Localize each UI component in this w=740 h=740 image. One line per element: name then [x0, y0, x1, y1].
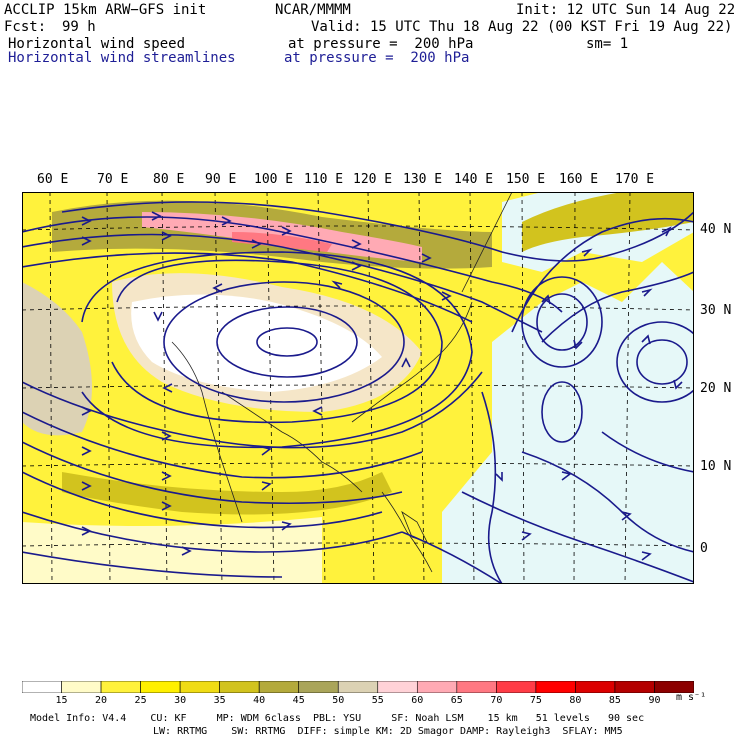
colorbar-swatch — [377, 681, 418, 693]
speed-fill-olive-east — [522, 192, 694, 252]
lon-label-110e: 110 E — [304, 172, 344, 187]
footer-physics-info: LW: RRTMG SW: RRTMG DIFF: simple KM: 2D … — [153, 726, 623, 737]
lon-label-160e: 160 E — [559, 172, 599, 187]
colorbar-swatch — [456, 681, 497, 693]
colorbar-level-label: 75 — [529, 695, 542, 706]
colorbar-swatch — [298, 681, 339, 693]
colorbar-level-label: 90 — [648, 695, 661, 706]
field2-level: at pressure = 200 hPa — [284, 50, 470, 66]
wind-map — [22, 192, 694, 584]
colorbar-level-label: 35 — [213, 695, 226, 706]
colorbar-swatch — [140, 681, 181, 693]
colorbar-level-label: 40 — [253, 695, 266, 706]
speed-fill-olive-south — [62, 472, 392, 515]
colorbar-level-label: 80 — [569, 695, 582, 706]
colorbar-swatch — [219, 681, 260, 693]
colorbar-level-label: 55 — [371, 695, 384, 706]
lon-label-150e: 150 E — [506, 172, 546, 187]
colorbar-swatch — [535, 681, 576, 693]
colorbar-level-label: 45 — [292, 695, 305, 706]
colorbar-level-label: 50 — [332, 695, 345, 706]
colorbar-level-label: 65 — [450, 695, 463, 706]
lat-label-10n: 10 N — [700, 459, 732, 474]
organization: NCAR/MMMM — [275, 2, 351, 18]
colorbar — [22, 681, 694, 693]
colorbar-level-label: 30 — [174, 695, 187, 706]
field1-level: at pressure = 200 hPa — [288, 36, 474, 52]
lon-label-170e: 170 E — [615, 172, 655, 187]
speed-fill-tan-southwest — [22, 282, 92, 436]
lon-label-100e: 100 E — [254, 172, 294, 187]
forecast-label: Fcst: — [4, 19, 47, 35]
speed-fill-light-east — [442, 262, 694, 584]
colorbar-swatch — [100, 681, 141, 693]
colorbar-level-label: 25 — [134, 695, 147, 706]
lat-label-30n: 30 N — [700, 303, 732, 318]
lon-label-70e: 70 E — [97, 172, 129, 187]
map-frame — [22, 192, 694, 584]
colorbar-swatch — [258, 681, 300, 693]
colorbar-swatch — [416, 681, 458, 693]
footer-model-info: Model Info: V4.4 CU: KF MP: WDM 6class P… — [30, 713, 645, 724]
colorbar-swatch — [22, 681, 62, 693]
field1-name: Horizontal wind speed — [8, 36, 186, 52]
valid-time: Valid: 15 UTC Thu 18 Aug 22 (00 KST Fri … — [311, 19, 733, 35]
colorbar-level-label: 20 — [95, 695, 108, 706]
streamline-arrows — [81, 211, 683, 561]
colorbar-level-label: 85 — [608, 695, 621, 706]
colorbar-swatch — [575, 681, 616, 693]
lon-label-90e: 90 E — [205, 172, 237, 187]
colorbar-level-label: 60 — [411, 695, 424, 706]
field2-name: Horizontal wind streamlines — [8, 50, 236, 66]
lon-label-80e: 80 E — [153, 172, 185, 187]
colorbar-swatch — [337, 681, 379, 693]
init-time: Init: 12 UTC Sun 14 Aug 22 — [516, 2, 736, 18]
lat-label-0: 0 — [700, 541, 708, 556]
colorbar-swatch — [61, 681, 102, 693]
colorbar-units: m s⁻¹ — [676, 692, 707, 703]
forecast-hour: 99 h — [62, 19, 96, 35]
model-title: ACCLIP 15km ARW−GFS init — [4, 2, 207, 18]
colorbar-swatch — [496, 681, 537, 693]
lat-label-20n: 20 N — [700, 381, 732, 396]
colorbar-level-label: 70 — [490, 695, 503, 706]
lon-label-60e: 60 E — [37, 172, 69, 187]
lon-label-140e: 140 E — [454, 172, 494, 187]
colorbar-swatch — [614, 681, 655, 693]
lon-label-130e: 130 E — [403, 172, 443, 187]
speed-fill-jet-red — [232, 232, 332, 252]
smoothing: sm= 1 — [586, 36, 629, 52]
streamlines — [22, 201, 694, 584]
colorbar-swatch — [179, 681, 220, 693]
lat-label-40n: 40 N — [700, 222, 732, 237]
lon-label-120e: 120 E — [353, 172, 393, 187]
colorbar-level-label: 15 — [55, 695, 68, 706]
coastlines — [171, 192, 513, 573]
